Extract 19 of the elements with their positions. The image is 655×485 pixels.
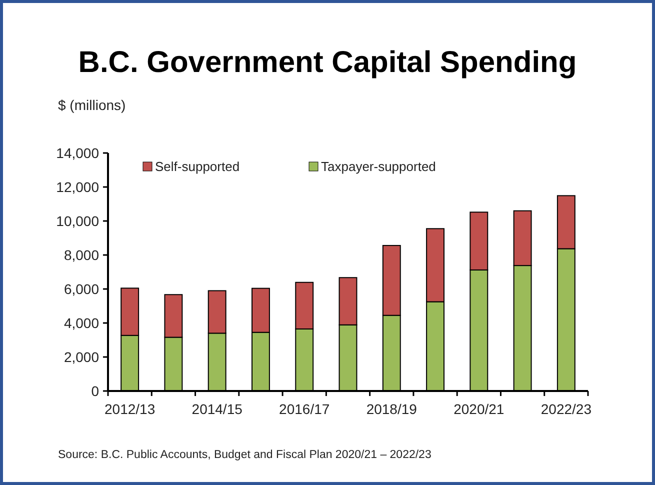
y-tick-label: 12,000 — [56, 178, 100, 195]
y-tick-label: 6,000 — [64, 280, 100, 297]
x-tick-label: 2016/17 — [279, 401, 330, 417]
x-tick-label: 2022/23 — [540, 401, 592, 417]
chart-title: B.C. Government Capital Spending — [78, 46, 577, 79]
y-tick-label: 4,000 — [64, 314, 100, 331]
y-tick-label: 10,000 — [56, 212, 100, 229]
x-tick-label: 2012/13 — [104, 401, 156, 417]
x-tick-label: 2014/15 — [192, 401, 243, 417]
x-tick-label: 2018/19 — [366, 401, 418, 417]
y-tick-label: 8,000 — [64, 246, 100, 263]
legend-label: Taxpayer-supported — [321, 159, 436, 174]
y-tick-label: 2,000 — [64, 348, 100, 365]
x-tick-label: 2020/21 — [454, 401, 504, 417]
y-axis-title: $ (millions) — [58, 97, 126, 113]
legend-label: Self-supported — [155, 159, 240, 174]
y-tick-label: 14,000 — [56, 144, 100, 161]
source-note: Source: B.C. Public Accounts, Budget and Fiscal Plan 2020/21 – 2022/23 — [58, 449, 432, 461]
y-tick-label: 0 — [91, 382, 100, 399]
